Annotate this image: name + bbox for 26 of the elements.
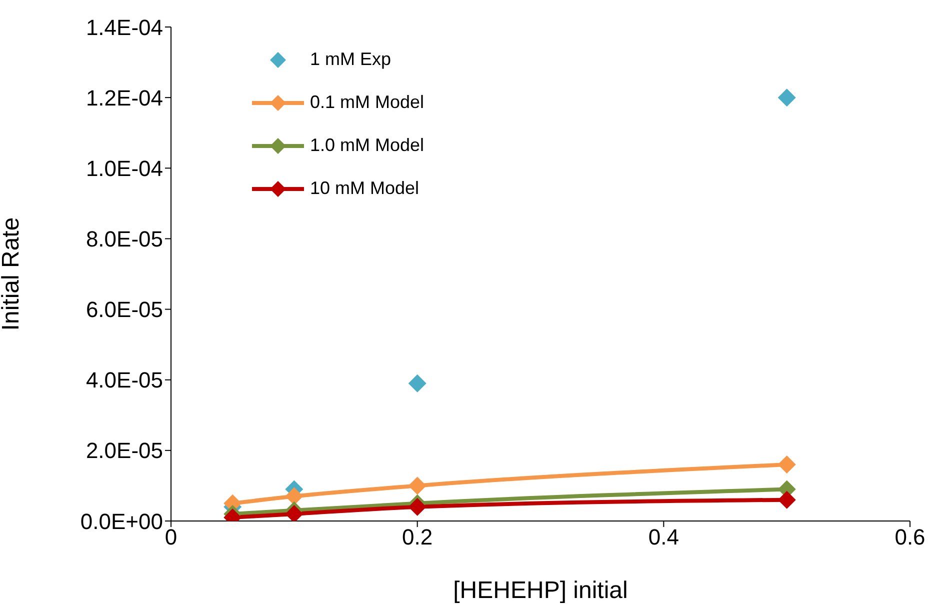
y-tick-label: 4.0E-05: [86, 368, 163, 393]
legend-label: 10 mM Model: [310, 178, 420, 199]
point: [778, 490, 796, 509]
legend-label: 1 mM Exp: [310, 49, 392, 70]
x-tick-label: 0: [164, 524, 178, 550]
y-tick-label: 0.0E+00: [80, 508, 163, 534]
point: [778, 88, 796, 107]
y-tick-label: 1.0E-04: [86, 156, 163, 181]
point: [408, 498, 426, 516]
x-tick-label: 0.4: [648, 524, 679, 550]
point: [778, 456, 796, 474]
x-tick-label: 0.6: [894, 524, 926, 550]
y-axis-title: Initial Rate: [0, 217, 25, 331]
point: [285, 504, 304, 521]
x-tick-label: 0.2: [402, 524, 433, 550]
point: [408, 374, 426, 392]
point: [408, 476, 426, 495]
y-tick-label: 6.0E-05: [86, 297, 163, 322]
y-tick-label: 1.2E-04: [86, 85, 163, 110]
point: [285, 487, 304, 506]
legend-label: 1.0 mM Model: [310, 135, 424, 156]
y-tick-label: 2.0E-05: [86, 438, 163, 464]
y-tick-label: 1.4E-04: [86, 14, 163, 40]
x-axis-title: [HEHEHP] initial: [453, 577, 628, 604]
y-tick-label: 8.0E-05: [86, 226, 163, 252]
legend-label: 0.1 mM Model: [310, 92, 424, 113]
